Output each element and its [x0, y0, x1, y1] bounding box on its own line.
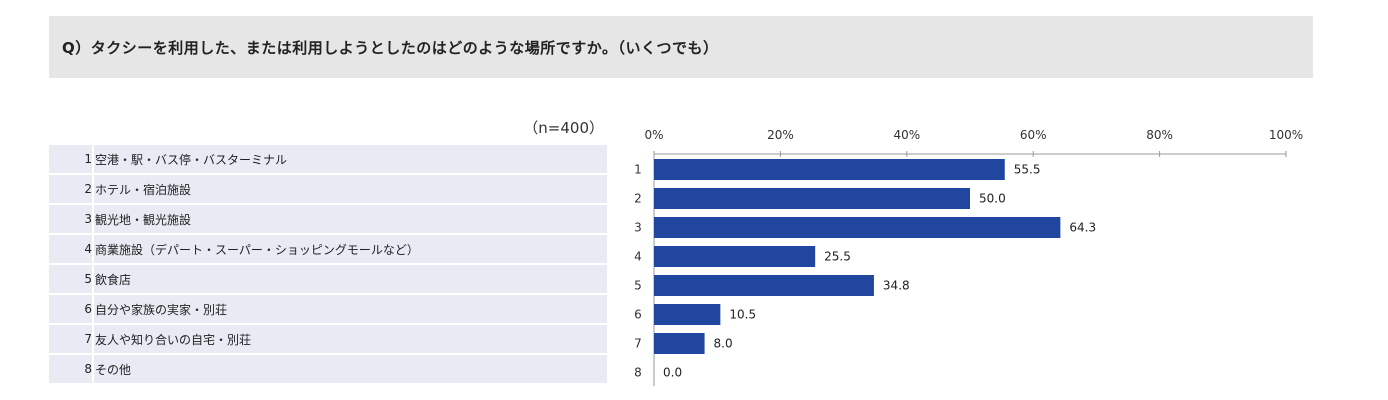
- row-number-label: 2: [634, 192, 642, 206]
- category-number: 2: [84, 182, 92, 196]
- row-divider: [92, 175, 94, 203]
- category-row-8: 8 その他: [49, 355, 607, 383]
- sample-size-label: （n=400）: [523, 119, 604, 137]
- category-number: 7: [84, 332, 92, 346]
- row-divider: [92, 325, 94, 353]
- category-number: 6: [84, 302, 92, 316]
- row-number-label: 7: [634, 337, 642, 351]
- category-row-6: 6 自分や家族の実家・別荘: [49, 295, 607, 323]
- row-number-label: 4: [634, 250, 642, 264]
- category-number: 4: [84, 242, 92, 256]
- row-divider: [92, 265, 94, 293]
- bar: [654, 217, 1061, 238]
- category-label: 飲食店: [95, 272, 132, 287]
- row-divider: [92, 145, 94, 173]
- category-label: 自分や家族の実家・別荘: [95, 302, 228, 317]
- bar: [654, 246, 816, 267]
- data-label: 34.8: [883, 279, 910, 293]
- row-number-label: 5: [634, 279, 642, 293]
- data-label: 10.5: [729, 308, 756, 322]
- row-number-label: 3: [634, 221, 642, 235]
- row-number-label: 6: [634, 308, 642, 322]
- category-label: 空港・駅・バス停・バスターミナル: [95, 152, 288, 167]
- question-banner: Q）タクシーを利用した、または利用しようとしたのはどのような場所ですか。（いくつ…: [49, 16, 1313, 78]
- category-row-1: 1 空港・駅・バス停・バスターミナル: [49, 145, 607, 173]
- category-label: 友人や知り合いの自宅・別荘: [95, 332, 252, 347]
- category-list: 1 空港・駅・バス停・バスターミナル 2 ホテル・宿泊施設 3 観光地・観光施設…: [49, 145, 607, 385]
- category-label: その他: [95, 362, 132, 377]
- row-divider: [92, 295, 94, 323]
- bar: [654, 159, 1005, 180]
- bar: [654, 188, 970, 209]
- category-number: 3: [84, 212, 92, 226]
- data-label: 55.5: [1014, 163, 1041, 177]
- category-label: 観光地・観光施設: [95, 212, 192, 227]
- category-row-3: 3 観光地・観光施設: [49, 205, 607, 233]
- data-label: 8.0: [714, 337, 733, 351]
- category-label: ホテル・宿泊施設: [95, 182, 192, 197]
- category-number: 8: [84, 362, 92, 376]
- x-tick-label: 60%: [1020, 128, 1047, 142]
- category-number: 5: [84, 272, 92, 286]
- x-tick-label: 0%: [644, 128, 663, 142]
- category-row-5: 5 飲食店: [49, 265, 607, 293]
- row-number-label: 8: [634, 366, 642, 380]
- row-divider: [92, 205, 94, 233]
- data-label: 0.0: [663, 366, 682, 380]
- category-row-4: 4 商業施設（デパート・スーパー・ショッピングモールなど）: [49, 235, 607, 263]
- row-number-label: 1: [634, 163, 642, 177]
- row-divider: [92, 235, 94, 263]
- category-label: 商業施設（デパート・スーパー・ショッピングモールなど）: [95, 242, 419, 257]
- question-text: Q）タクシーを利用した、または利用しようとしたのはどのような場所ですか。（いくつ…: [62, 38, 719, 57]
- bar: [654, 275, 874, 296]
- row-divider: [92, 355, 94, 383]
- data-label: 50.0: [979, 192, 1006, 206]
- x-tick-label: 20%: [767, 128, 794, 142]
- x-tick-label: 100%: [1269, 128, 1303, 142]
- data-label: 25.5: [824, 250, 851, 264]
- bar: [654, 304, 721, 325]
- data-label: 64.3: [1069, 221, 1096, 235]
- bar: [654, 333, 705, 354]
- category-row-7: 7 友人や知り合いの自宅・別荘: [49, 325, 607, 353]
- category-row-2: 2 ホテル・宿泊施設: [49, 175, 607, 203]
- x-tick-label: 80%: [1146, 128, 1173, 142]
- category-number: 1: [84, 152, 92, 166]
- bar-chart: 0% 20% 40% 60% 80% 100% 1 55.5 2 50.0 3 64.3 4 25.5 5 3…: [634, 128, 1303, 386]
- x-tick-label: 40%: [893, 128, 920, 142]
